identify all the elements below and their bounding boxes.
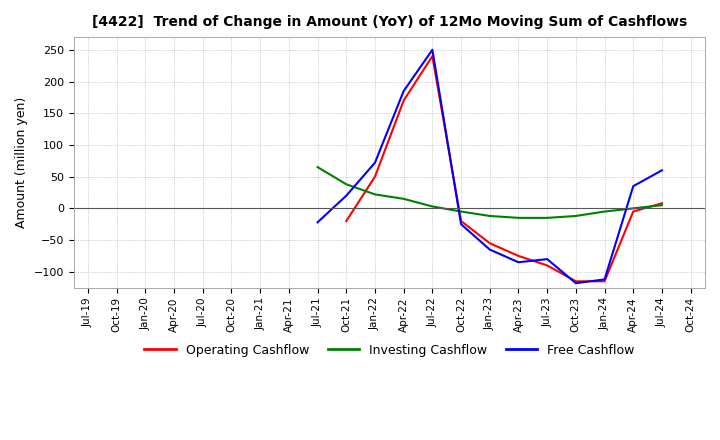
Y-axis label: Amount (million yen): Amount (million yen) xyxy=(15,97,28,228)
Legend: Operating Cashflow, Investing Cashflow, Free Cashflow: Operating Cashflow, Investing Cashflow, … xyxy=(139,338,639,362)
Title: [4422]  Trend of Change in Amount (YoY) of 12Mo Moving Sum of Cashflows: [4422] Trend of Change in Amount (YoY) o… xyxy=(91,15,687,29)
